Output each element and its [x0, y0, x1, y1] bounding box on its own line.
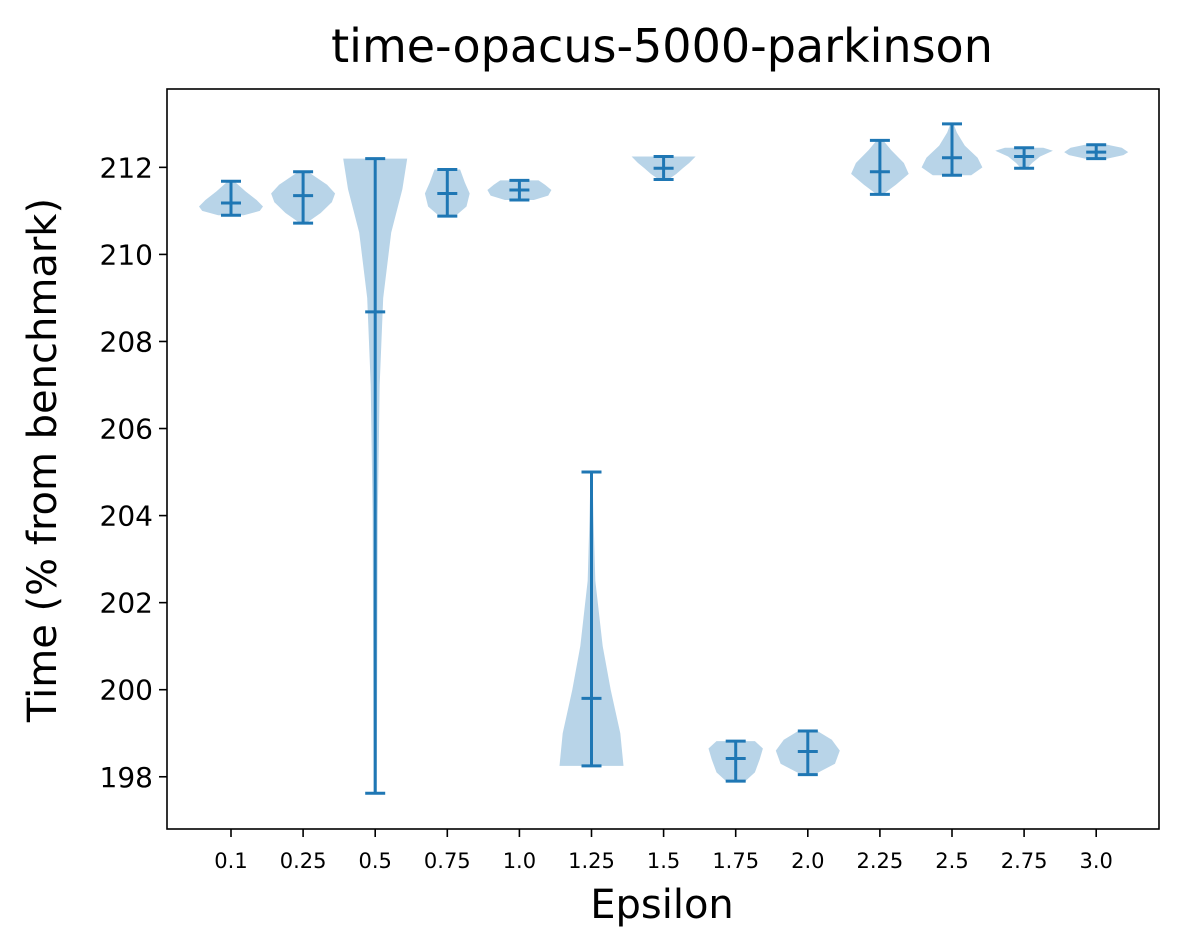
y-tick-label: 212: [100, 151, 153, 184]
violin-0.5: [343, 157, 408, 795]
violin-2.0: [775, 729, 840, 777]
violin-2.5: [921, 122, 983, 177]
violin-1.25: [559, 470, 624, 768]
x-tick-label: 2.5: [935, 849, 968, 873]
x-tick-label: 3.0: [1079, 849, 1112, 873]
x-tick-label: 2.75: [1001, 849, 1048, 873]
violin-1.5: [631, 154, 696, 182]
violin-2.25: [851, 138, 909, 196]
x-tick-label: 0.5: [358, 849, 391, 873]
violin-1.75: [708, 739, 763, 783]
y-tick-label: 208: [100, 325, 153, 358]
violin-0.1: [199, 179, 263, 217]
x-tick-label: 1.0: [503, 849, 536, 873]
x-tick-label: 1.25: [568, 849, 615, 873]
axes-layer: 198 200 202 204 206 208 210 212 0.1 0.25 0.5 0.75 1.…: [100, 88, 1160, 873]
violin-0.75: [424, 168, 470, 218]
y-tick-label: 210: [100, 238, 153, 271]
x-tick-label: 2.0: [791, 849, 824, 873]
x-tick-label: 0.25: [280, 849, 327, 873]
y-tick-label: 204: [100, 500, 153, 533]
violins-layer: [199, 122, 1129, 795]
x-axis-label: Epsilon: [590, 882, 734, 928]
y-tick-label: 198: [100, 761, 153, 794]
x-tick-label: 2.25: [857, 849, 904, 873]
y-tick-label: 206: [100, 413, 153, 446]
y-tick-label: 202: [100, 587, 153, 620]
violin-1.0: [487, 178, 552, 202]
y-axis-label: Time (% from benchmark): [20, 198, 66, 723]
x-tick-label: 0.75: [424, 849, 471, 873]
x-tick-label: 0.1: [214, 849, 247, 873]
x-tick-label: 1.5: [647, 849, 680, 873]
violin-0.25: [271, 170, 336, 225]
violin-3.0: [1064, 143, 1129, 161]
x-tick-label: 1.75: [712, 849, 759, 873]
violin-2.75: [995, 146, 1053, 170]
y-tick-label: 200: [100, 674, 153, 707]
chart-title: time-opacus-5000-parkinson: [331, 19, 993, 73]
